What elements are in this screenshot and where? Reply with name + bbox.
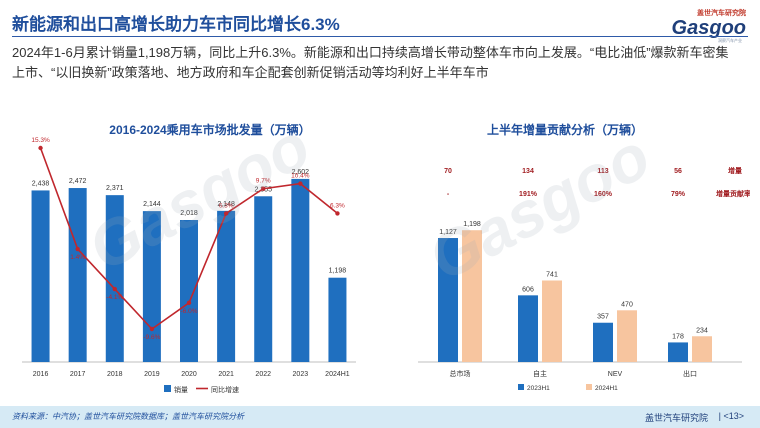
sales-bar <box>254 196 273 362</box>
legend-line-label: 同比增速 <box>211 385 239 394</box>
increment-contribution-chart: 1,127 1,198 总市场 70 - 606 741 自主 134 191% 357 470 NEV… <box>418 166 750 392</box>
bar-2023h1 <box>593 322 613 362</box>
x-tick-label: 2023 <box>293 371 309 378</box>
growth-label: 10.4% <box>291 173 310 180</box>
growth-point <box>186 300 192 306</box>
bar-2024h1 <box>462 230 482 362</box>
legend-2024-swatch <box>586 384 592 390</box>
growth-label: 1.4% <box>70 254 85 261</box>
sales-bar-label: 2,602 <box>292 169 310 176</box>
x-tick-label: 2017 <box>70 371 86 378</box>
x-tick-label: NEV <box>608 371 623 378</box>
bar-2024h1 <box>692 336 712 362</box>
logo-sub-text: 洞察汽车产业 <box>718 38 742 43</box>
bar-2024h1-label: 1,198 <box>463 221 481 228</box>
x-tick-label: 2022 <box>255 371 271 378</box>
contribution-value: 79% <box>671 191 686 198</box>
growth-label: 6.3% <box>219 202 234 209</box>
bar-2024h1 <box>617 310 637 362</box>
bar-2023h1 <box>518 295 538 362</box>
footer-source: 资料来源：中汽协；盖世汽车研究院数据库；盖世汽车研究院分析 <box>12 412 244 421</box>
growth-label: 9.7% <box>256 178 271 185</box>
x-tick-label: 2020 <box>181 371 197 378</box>
sales-bar <box>31 190 50 362</box>
bar-2024h1-label: 741 <box>546 271 558 278</box>
growth-label: 15.3% <box>31 137 50 144</box>
contribution-value: 191% <box>519 191 538 198</box>
x-tick-label: 总市场 <box>450 369 471 378</box>
sales-bar-label: 2,018 <box>180 210 198 217</box>
increment-value: 56 <box>674 168 682 175</box>
sales-bar <box>105 195 124 362</box>
bar-2023h1-label: 178 <box>672 333 684 340</box>
growth-point <box>335 211 340 216</box>
growth-point <box>223 211 229 216</box>
legend-bar-swatch <box>164 385 171 392</box>
left-chart-title: 2016-2024乘用车市场批发量（万辆） <box>109 123 311 137</box>
x-tick-label: 2016 <box>33 371 49 378</box>
x-tick-label: 2024H1 <box>325 371 350 378</box>
bar-2023h1-label: 357 <box>597 314 609 321</box>
logo-en-text: Gasgoo <box>671 17 746 39</box>
growth-point <box>298 181 303 186</box>
gasgoo-logo: 盖世汽车研究院 Gasgoo 洞察汽车产业 <box>666 8 746 43</box>
legend-bar-label: 销量 <box>174 385 188 394</box>
page-title: 新能源和出口高增长助力车市同比增长6.3% <box>12 15 340 34</box>
sales-bar-label: 2,472 <box>69 178 87 185</box>
sales-bar <box>328 277 347 362</box>
page-description: 2024年1-6月累计销量1,198万辆，同比上升6.3%。新能源和出口持续高增… <box>12 45 729 80</box>
sales-bar <box>291 178 310 362</box>
legend-2024-label: 2024H1 <box>595 385 618 392</box>
legend-2023-label: 2023H1 <box>527 385 550 392</box>
growth-label: -6.0% <box>181 308 198 315</box>
sales-bar <box>180 219 198 362</box>
bar-2023h1-label: 606 <box>522 286 534 293</box>
contribution-value: 160% <box>594 191 613 198</box>
x-tick-label: 出口 <box>683 369 697 378</box>
x-tick-label: 2021 <box>218 371 234 378</box>
sales-bar-label: 2,371 <box>106 185 124 192</box>
x-tick-label: 2019 <box>144 371 160 378</box>
growth-point <box>75 246 80 252</box>
bar-2023h1 <box>438 238 458 362</box>
legend-2023-swatch <box>518 384 524 390</box>
title-divider <box>12 36 748 37</box>
footer-org: 盖世汽车研究院 <box>644 413 708 423</box>
sales-bar-label: 2,148 <box>217 201 235 208</box>
x-tick-label: 自主 <box>533 369 547 378</box>
increment-value: 70 <box>444 168 452 175</box>
bar-2023h1 <box>668 342 688 362</box>
growth-label: 6.3% <box>330 202 345 209</box>
bar-2024h1-label: 470 <box>621 301 633 308</box>
increment-value: 134 <box>522 168 534 175</box>
growth-point <box>112 286 117 292</box>
sales-volume-chart: 2,438 2016 2,472 2017 2,371 2018 2,144 2019 2,01… <box>22 137 356 394</box>
logo-cn-text: 盖世汽车研究院 <box>697 10 746 17</box>
page-number: | <13> <box>718 411 744 421</box>
growth-point <box>149 326 155 332</box>
sales-bar <box>68 188 87 362</box>
sales-bar-label: 2,144 <box>143 201 161 208</box>
bar-2023h1-label: 1,127 <box>439 229 457 236</box>
increment-row-label: 增量 <box>728 166 742 175</box>
growth-point <box>261 186 266 191</box>
sales-bar-label: 2,438 <box>32 180 50 187</box>
growth-label: -4.1% <box>106 294 123 301</box>
contribution-value: - <box>447 191 450 198</box>
x-tick-label: 2018 <box>107 371 123 378</box>
growth-label: -9.6% <box>143 334 160 341</box>
growth-point <box>38 145 43 151</box>
increment-value: 113 <box>597 168 608 175</box>
sales-bar-label: 1,198 <box>329 268 347 275</box>
contribution-row-label: 增量贡献率 <box>716 189 750 198</box>
bar-2024h1-label: 234 <box>696 327 708 334</box>
bar-2024h1 <box>542 280 562 362</box>
sales-bar <box>217 210 236 362</box>
footer-bar: 资料来源：中汽协；盖世汽车研究院数据库；盖世汽车研究院分析 盖世汽车研究院 | … <box>0 406 760 428</box>
right-chart-title: 上半年增量贡献分析（万辆） <box>486 123 643 137</box>
